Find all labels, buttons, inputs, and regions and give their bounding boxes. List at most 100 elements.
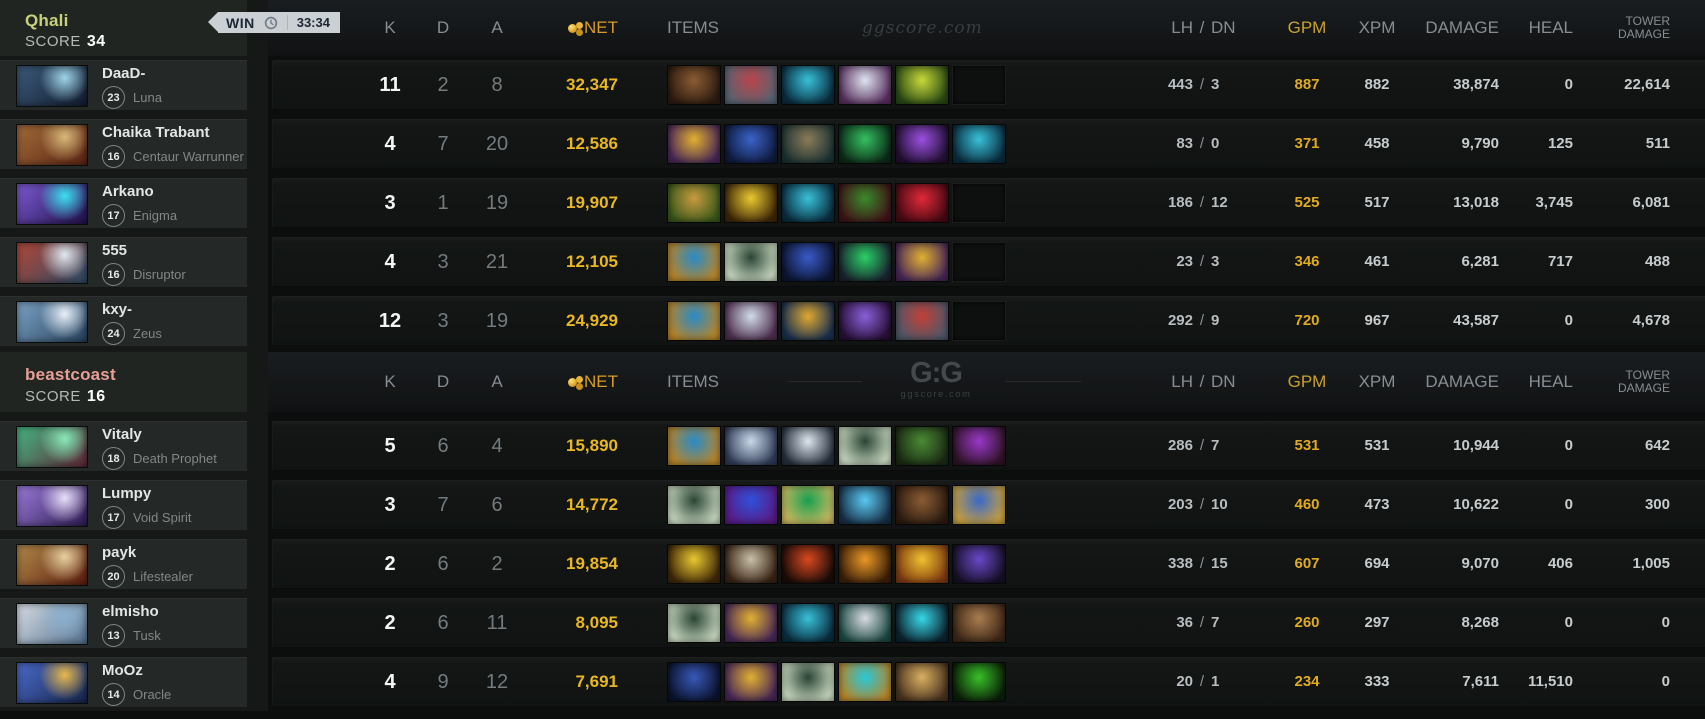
hero-name: Luna [133,90,162,105]
player-stats-row: 11 2 8 32,347 443 / 3 887 882 38,874 0 2… [272,60,1705,110]
player-card[interactable]: Lumpy 17 Void Spirit [0,480,247,530]
item-gold-flyer [667,544,721,584]
player-name[interactable]: kxy- [102,301,133,318]
team1-header: Qhali SCORE 34 [0,0,247,56]
player-card[interactable]: Chaika Trabant 16 Centaur Warrunner [0,119,247,169]
clock-icon [264,16,277,29]
match-duration: 33:34 [286,15,330,30]
item-purple-cloak [952,426,1006,466]
item-slot-empty [952,242,1006,282]
denies-value: 15 [1211,555,1228,572]
heal-value: 717 [1547,253,1573,270]
col-lasthits: LH [1171,18,1193,37]
item-green-boots [838,124,892,164]
team2-name[interactable]: beastcoast [25,365,116,384]
lh-dn-separator: / [1199,135,1205,152]
item-water-drop [895,603,949,643]
item-green-crown [895,426,949,466]
item-gold-scepter [781,301,835,341]
tower-damage-value: 300 [1644,496,1670,513]
player-card[interactable]: kxy- 24 Zeus [0,296,247,346]
stats-header-bottom: K D A NET ITEMS G:G ggscore.com LH / DN … [268,352,1705,412]
col-xpm: XPM [1358,18,1396,37]
player-card[interactable]: payk 20 Lifestealer [0,539,247,589]
item-purple-boots [952,544,1006,584]
item-glimmer-cape [781,242,835,282]
team2-score: SCORE 16 [25,388,106,406]
kills-value: 2 [384,612,396,634]
item-silver-axe [838,65,892,105]
player-card[interactable]: MoOz 14 Oracle [0,657,247,707]
damage-value: 13,018 [1453,194,1499,211]
heal-value: 0 [1564,437,1573,454]
player-card[interactable]: DaaD- 23 Luna [0,60,247,110]
col-deaths: D [436,372,450,391]
damage-value: 7,611 [1462,673,1499,690]
tower-damage-value: 511 [1645,135,1670,152]
player-card[interactable]: Arkano 17 Enigma [0,178,247,228]
tower-damage-value: 642 [1644,437,1670,454]
score-label: SCORE [25,388,81,405]
kills-value: 3 [384,192,396,214]
item-gold-fist [838,544,892,584]
player-card[interactable]: Vitaly 18 Death Prophet [0,421,247,471]
item-arcane-boots [667,426,721,466]
gpm-value: 260 [1294,614,1320,631]
player-name[interactable]: 555 [102,242,128,259]
col-heal: HEAL [1528,18,1573,37]
player-card[interactable]: 555 16 Disruptor [0,237,247,287]
player-name[interactable]: Lumpy [102,485,152,502]
heal-value: 0 [1564,496,1573,513]
col-heal: HEAL [1528,372,1573,391]
col-gpm: GPM [1287,372,1327,391]
player-name[interactable]: payk [102,544,137,561]
item-shivas-guard [724,426,778,466]
player-stats-row: 2 6 11 8,095 36 / 7 260 297 8,268 0 0 [272,598,1705,648]
item-magic-wand [724,242,778,282]
lh-dn-separator: / [1199,555,1205,572]
player-name[interactable]: Vitaly [102,426,142,443]
damage-value: 43,587 [1453,312,1499,329]
ggscore-logo[interactable]: G:G ggscore.com [900,357,972,400]
player-name[interactable]: DaaD- [102,65,146,82]
team1-name[interactable]: Qhali [25,11,69,30]
item-white-hood [781,426,835,466]
player-name[interactable]: Chaika Trabant [102,124,210,141]
col-kills: K [384,18,396,37]
col-tower-damage: TOWER DAMAGE [1617,368,1670,395]
item-slots [667,301,1009,341]
player-name[interactable]: MoOz [102,662,143,679]
tower-damage-value: 6,081 [1632,194,1670,211]
assists-value: 21 [485,251,509,273]
item-magic-wand [838,426,892,466]
hero-level-badge: 23 [102,86,125,109]
item-slots [667,603,1009,643]
player-name[interactable]: elmisho [102,603,159,620]
xpm-value: 333 [1364,673,1390,690]
item-blue-blade [781,183,835,223]
col-xpm: XPM [1358,372,1396,391]
tower-damage-value: 488 [1644,253,1670,270]
item-slot-empty [952,65,1006,105]
player-card[interactable]: elmisho 13 Tusk [0,598,247,648]
xpm-value: 967 [1364,312,1390,329]
item-blue-blade [781,603,835,643]
item-white-glove [724,544,778,584]
item-slots [667,65,1009,105]
lasthits-value: 338 [1167,555,1193,572]
lasthits-value: 36 [1176,614,1193,631]
player-name[interactable]: Arkano [102,183,154,200]
xpm-value: 297 [1364,614,1390,631]
item-slots [667,662,1009,702]
stats-header-top: K D A NET ITEMS ggscore.com LH / DN GPM … [268,0,1705,56]
team1-stat-rows: 11 2 8 32,347 443 / 3 887 882 38,874 0 2… [272,60,1705,355]
match-result-badge: WIN 33:34 [208,12,340,33]
deaths-value: 6 [437,553,449,575]
networth-value: 15,890 [566,436,618,455]
teams-sidebar: Qhali SCORE 34 DaaD- 23 Luna Chaika Traba… [0,0,268,711]
col-denies: DN [1211,372,1236,391]
item-dragon-lance [724,65,778,105]
item-slots [667,426,1009,466]
lasthits-value: 83 [1176,135,1193,152]
